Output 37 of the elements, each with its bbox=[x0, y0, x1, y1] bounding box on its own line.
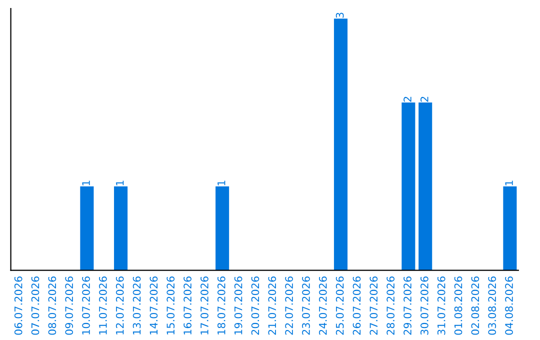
x-tick-label: 19.07.2026 bbox=[234, 276, 242, 334]
x-tick-label: 27.07.2026 bbox=[370, 276, 378, 335]
x-tick-label: 17.07.2026 bbox=[200, 276, 208, 334]
x-tick-label: 31.07.2026 bbox=[437, 276, 446, 335]
data-label: 1 bbox=[116, 180, 124, 186]
x-tick-label: 25.07.2026 bbox=[336, 276, 344, 335]
x-tick-label: 26.07.2026 bbox=[352, 276, 361, 335]
x-tick-label: 03.08.2026 bbox=[488, 276, 496, 335]
x-tick-label: 14.07.2026 bbox=[150, 276, 158, 334]
x-tick-label: 24.07.2026 bbox=[318, 276, 327, 335]
x-tick-label: 28.07.2026 bbox=[386, 276, 395, 335]
x-tick-label: 29.07.2026 bbox=[404, 276, 412, 335]
x-tick-label: 10.07.2026 bbox=[82, 276, 90, 334]
x-tick-label: 20.07.2026 bbox=[251, 276, 260, 335]
data-label: 2 bbox=[404, 96, 412, 102]
data-label: 1 bbox=[82, 180, 90, 186]
x-tick-label: 16.07.2026 bbox=[184, 276, 192, 334]
data-label: 1 bbox=[505, 180, 513, 186]
x-tick-label: 02.08.2026 bbox=[471, 276, 480, 335]
x-tick-label: 12.07.2026 bbox=[116, 276, 124, 334]
data-label: 1 bbox=[218, 180, 226, 186]
x-tick-label: 06.07.2026 bbox=[14, 276, 22, 335]
x-tick-label: 30.07.2026 bbox=[420, 276, 428, 335]
x-tick-label: 18.07.2026 bbox=[217, 276, 226, 334]
x-tick-label: 21.07.2026 bbox=[268, 276, 276, 335]
x-tick-label: 13.07.2026 bbox=[132, 276, 141, 334]
x-tick-label: 11.07.2026 bbox=[99, 276, 107, 334]
x-tick-label: 15.07.2026 bbox=[166, 276, 175, 334]
data-label: 2 bbox=[420, 96, 428, 102]
x-tick-label: 09.07.2026 bbox=[65, 276, 74, 335]
x-tick-label: 08.07.2026 bbox=[48, 276, 56, 335]
x-tick-label: 07.07.2026 bbox=[31, 276, 40, 335]
x-tick-label: 04.08.2026 bbox=[505, 276, 513, 335]
data-label: 3 bbox=[336, 12, 344, 18]
x-tick-label: 22.07.2026 bbox=[285, 276, 293, 335]
x-tick-label: 23.07.2026 bbox=[302, 276, 310, 335]
x-tick-label: 01.08.2026 bbox=[454, 276, 462, 335]
